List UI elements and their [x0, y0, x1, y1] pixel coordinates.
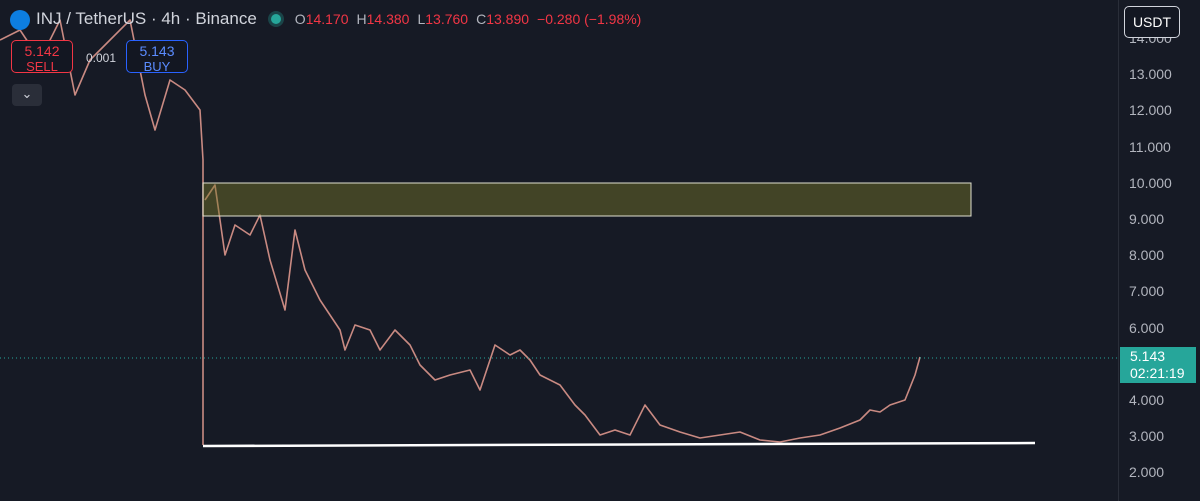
price-history: [0, 19, 921, 445]
spread: 0.001: [86, 51, 117, 65]
ohlc-value: 13.890: [486, 11, 530, 27]
buy-price: 5.143: [139, 43, 175, 59]
sell-price: 5.142: [24, 43, 60, 59]
ohlc-value: 14.170: [305, 11, 349, 27]
collapse-button[interactable]: ⌄: [12, 84, 42, 106]
price-tick: 7.000: [1129, 283, 1165, 300]
symbol-logo[interactable]: [10, 10, 30, 30]
status-dot: [270, 14, 281, 24]
ohlc-label: O: [294, 11, 306, 27]
price-axis: 14.000 13.000 12.000 11.000 10.000 9.000 8.000…: [1118, 0, 1200, 501]
price-tick: 10.000: [1129, 174, 1172, 191]
change: −0.280 (−1.98%): [537, 11, 642, 27]
sell-button[interactable]: 5.142 SELL: [11, 40, 73, 74]
currency-button[interactable]: USDT: [1124, 6, 1180, 38]
resistance-zone: [202, 182, 972, 217]
sell-label: SELL: [26, 59, 58, 74]
ohlc-label: H: [356, 11, 367, 27]
price-tick: 2.000: [1129, 464, 1165, 481]
last-price-tag: 5.143 02:21:19: [1120, 347, 1196, 383]
price-tick: 9.000: [1129, 211, 1165, 227]
price-tick: 13.000: [1129, 66, 1172, 83]
last-price: 5.143: [1130, 348, 1166, 364]
price-tick: 8.000: [1129, 247, 1165, 264]
price-tick: 4.000: [1129, 392, 1165, 408]
ohlc-item: L13.760: [417, 11, 468, 27]
ohlc-label: L: [417, 11, 426, 27]
countdown: 02:21:19: [1130, 365, 1185, 381]
ohlc: O14.170 H14.380 L13.760 C13.890: [295, 9, 537, 29]
price-tick: 6.000: [1129, 319, 1165, 336]
ohlc-item: O14.170: [295, 11, 349, 27]
price-tick: 11.000: [1129, 138, 1171, 155]
ohlc-item: C13.890: [476, 11, 529, 27]
buy-button[interactable]: 5.143 BUY: [126, 40, 188, 74]
ohlc-value: 14.380: [366, 11, 410, 27]
ohlc-label: C: [476, 11, 487, 27]
symbol[interactable]: INJ / TetherUS · 4h · Binance: [36, 9, 257, 28]
price-tick: 3.000: [1129, 428, 1165, 445]
header: INJ / TetherUS · 4h · Binance O14.170 H14…: [36, 9, 641, 29]
price-tick: 12.000: [1129, 102, 1172, 119]
ohlc-item: H14.380: [357, 11, 410, 27]
ohlc-value: 13.760: [425, 11, 469, 27]
buy-label: BUY: [143, 59, 171, 74]
support-line: [202, 441, 1036, 448]
